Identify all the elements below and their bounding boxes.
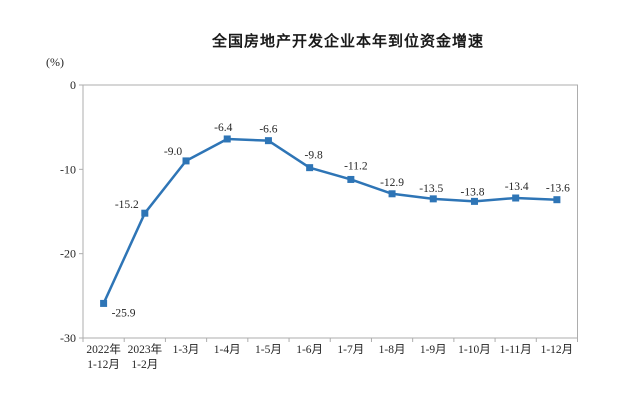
x-axis-category-label: 2023年 1-2月 <box>128 342 163 371</box>
data-point-marker <box>100 299 108 307</box>
x-axis-category-label: 1-5月 <box>255 344 282 356</box>
series-line <box>102 137 559 305</box>
data-point-marker <box>470 197 478 205</box>
x-axis-category-label: 1-7月 <box>337 344 364 356</box>
data-point-marker <box>264 137 272 145</box>
plot-area-border <box>82 84 578 339</box>
y-axis-tick-label: 0 <box>70 78 76 92</box>
data-point-marker <box>223 135 231 143</box>
data-point-label: -15.2 <box>115 199 139 211</box>
x-axis-category-label: 1-4月 <box>214 344 241 356</box>
data-point-marker <box>388 190 396 198</box>
data-point-label: -11.2 <box>344 160 368 172</box>
data-point-label: -13.8 <box>460 186 484 198</box>
data-point-label: -13.6 <box>546 183 570 195</box>
y-axis-tick-label: -10 <box>60 162 76 176</box>
data-point-marker <box>182 157 190 165</box>
data-point-marker <box>347 175 355 183</box>
x-axis-category-label: 1-3月 <box>173 344 200 356</box>
data-point-marker <box>553 196 561 204</box>
data-point-label: -6.6 <box>259 124 277 136</box>
data-point-label: -12.9 <box>380 177 404 189</box>
data-point-label: -13.5 <box>419 183 443 195</box>
y-axis-tick-label: -20 <box>60 247 76 261</box>
y-axis-tick-label: -30 <box>60 331 76 345</box>
data-point-marker <box>512 194 520 202</box>
chart-title: 全国房地产开发企业本年到位资金增速 <box>211 33 484 50</box>
y-axis-unit-label: (%) <box>46 55 64 69</box>
data-point-label: -25.9 <box>112 307 136 319</box>
x-axis-category-label: 1-10月 <box>458 344 491 356</box>
data-point-label: -9.8 <box>305 150 323 162</box>
data-point-marker <box>306 164 314 172</box>
data-point-label: -6.4 <box>214 122 232 134</box>
data-point-marker <box>141 209 149 217</box>
x-axis-category-label: 1-9月 <box>420 344 447 356</box>
x-axis-category-label: 2022年 1-12月 <box>86 342 121 371</box>
x-axis-category-label: 1-12月 <box>541 344 574 356</box>
x-axis-category-label: 1-8月 <box>379 344 406 356</box>
data-point-marker <box>429 195 437 203</box>
data-point-label: -13.4 <box>505 181 529 193</box>
data-point-label: -9.0 <box>164 146 182 158</box>
x-axis-category-label: 1-6月 <box>296 344 323 356</box>
x-axis-category-label: 1-11月 <box>500 344 532 356</box>
